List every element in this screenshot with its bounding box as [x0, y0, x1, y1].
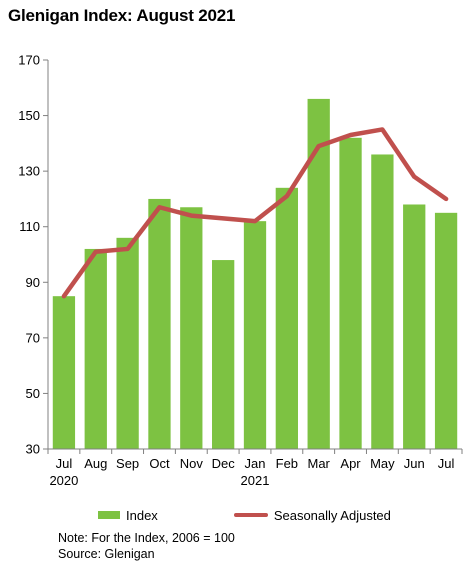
bar-index-0 [52, 296, 76, 449]
line-group [61, 127, 449, 299]
x-tick-label-10: May [370, 456, 395, 471]
bars-group [52, 98, 458, 450]
legend-label-index: Index [126, 507, 158, 523]
chart-title: Glenigan Index: August 2021 [8, 6, 236, 25]
axes-group [43, 59, 463, 454]
y-tick-label-4: 110 [19, 219, 40, 234]
x-tick-label-2: Sep [116, 456, 139, 471]
bar-index-2 [116, 237, 139, 449]
y-tick-label-7: 170 [18, 53, 40, 68]
bar-index-7 [275, 187, 298, 449]
x-tick-label-8: Mar [307, 456, 330, 471]
y-tick-label-5: 130 [18, 164, 40, 179]
y-tick-label-2: 70 [26, 330, 40, 345]
bar-index-11 [403, 204, 426, 449]
x-tick-label-7: Feb [276, 456, 298, 471]
x-year-label-6: 2021 [241, 473, 270, 488]
chart-notes: Note: For the Index, 2006 = 100 Source: … [58, 530, 235, 562]
x-tick-label-11: Jun [404, 456, 425, 471]
legend-swatch-index [98, 511, 120, 519]
tick-labels-group: 30 50 70 90 110 130 150 170 Jul 2020 Aug Sep Oct Nov D… [18, 53, 454, 489]
y-tick-label-3: 90 [26, 275, 40, 290]
source-text: Source: Glenigan [58, 547, 155, 561]
y-tick-label-0: 30 [26, 442, 40, 457]
bar-index-8 [307, 98, 330, 450]
legend-item-index: Index [98, 508, 158, 523]
legend-label-seasonally-adjusted: Seasonally Adjusted [273, 507, 391, 523]
bar-index-4 [180, 207, 203, 449]
y-tick-label-1: 50 [26, 386, 40, 401]
x-tick-label-9: Apr [340, 456, 361, 471]
x-tick-label-5: Dec [212, 456, 236, 471]
legend-swatch-seasonally-adjusted [233, 513, 268, 517]
y-tick-label-6: 150 [18, 108, 40, 123]
x-tick-label-4: Nov [180, 456, 204, 471]
x-year-label-0: 2020 [49, 473, 78, 488]
x-tick-label-6: Jan [245, 456, 266, 471]
bar-index-3 [148, 198, 171, 449]
x-tick-label-0: Jul [56, 456, 73, 471]
bar-index-1 [84, 248, 107, 449]
chart: 30 50 70 90 110 130 150 170 Jul 2020 Aug Sep Oct Nov D… [18, 53, 463, 489]
legend: Index Seasonally Adjusted [98, 506, 391, 524]
x-tick-label-12: Jul [438, 456, 455, 471]
bar-index-12 [434, 212, 458, 449]
bar-index-5 [212, 260, 235, 449]
bar-index-6 [243, 221, 267, 449]
bar-index-10 [371, 154, 394, 449]
bar-index-9 [339, 137, 362, 450]
note-text: Note: For the Index, 2006 = 100 [58, 531, 235, 545]
x-tick-label-3: Oct [149, 456, 170, 471]
x-tick-label-1: Aug [84, 456, 107, 471]
legend-item-seasonally-adjusted: Seasonally Adjusted [233, 507, 391, 523]
